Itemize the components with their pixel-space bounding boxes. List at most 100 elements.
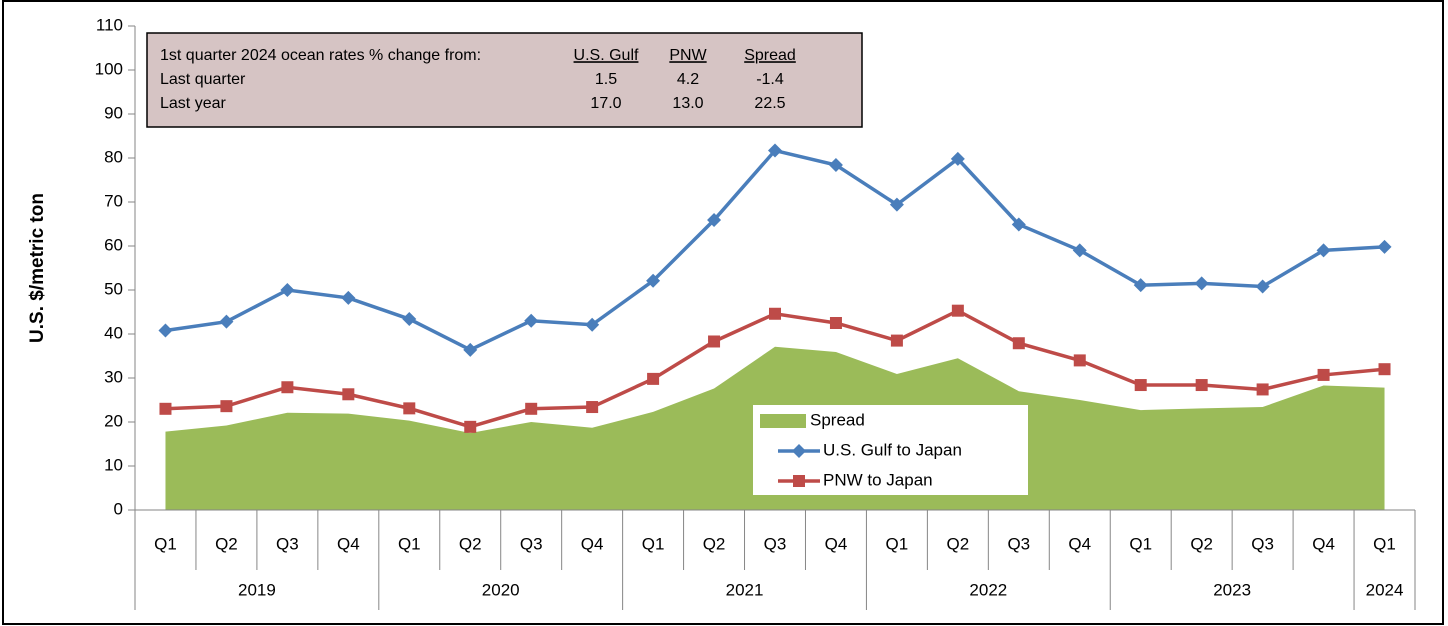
table-cell: 17.0 [590,95,621,112]
table-box [146,32,863,128]
x-tick-label: Q4 [337,534,360,553]
table-cell: 22.5 [754,95,785,112]
table-cell: -1.4 [756,71,784,88]
marker [647,372,660,385]
marker [280,283,295,297]
table-header: 1st quarter 2024 ocean rates % change fr… [160,47,481,64]
table-header: Spread [744,47,796,64]
y-tick-label: 70 [104,191,123,210]
x-tick-label: Q1 [1373,534,1396,553]
marker [1012,337,1025,350]
table-header: PNW [669,47,707,64]
marker [793,475,805,487]
marker [951,304,964,317]
marker [707,213,722,228]
y-tick-label: 50 [104,279,123,298]
marker [1316,243,1331,258]
marker [159,402,172,415]
marker [708,335,721,348]
table-cell: 4.2 [677,71,699,88]
table-cell: Last quarter [160,71,246,88]
marker [524,313,539,328]
y-tick-label: 40 [104,323,123,342]
marker [792,444,806,458]
x-tick-label: Q2 [947,534,970,553]
table-header: U.S. Gulf [574,47,639,64]
marker [1194,276,1209,291]
x-tick-label: Q2 [703,534,726,553]
legend-swatch [760,414,806,428]
x-tick-label: Q3 [1251,534,1274,553]
x-tick-label: Q1 [398,534,421,553]
marker [586,401,599,414]
inset-table: 1st quarter 2024 ocean rates % change fr… [146,32,863,128]
x-tick-label: Q1 [886,534,909,553]
marker [1011,217,1026,232]
marker [829,317,842,329]
x-tick-label: Q4 [1068,534,1091,553]
marker [1072,243,1087,258]
marker [828,158,843,173]
marker [1195,379,1208,392]
x-tick-label: Q3 [764,534,787,553]
x-tick-label: Q3 [520,534,543,553]
marker [1255,279,1270,294]
y-tick-label: 90 [104,103,123,122]
marker [890,334,903,347]
marker [1378,363,1391,376]
group-label: 2023 [1213,580,1251,599]
marker [1256,383,1269,396]
legend-label: Spread [810,410,865,429]
group-label: 2022 [969,580,1007,599]
table-cell: 1.5 [595,71,617,88]
x-tick-label: Q3 [276,534,299,553]
y-tick-label: 100 [95,59,123,78]
y-tick-label: 110 [96,15,123,34]
legend-label: U.S. Gulf to Japan [823,440,962,459]
marker [158,323,173,338]
x-tick-label: Q2 [459,534,482,553]
marker [281,381,294,394]
marker [525,402,538,415]
y-tick-label: 10 [104,455,123,474]
group-label: 2024 [1366,580,1404,599]
marker [1073,354,1086,367]
legend: Spread U.S. Gulf to Japan PNW to Japan [753,405,1028,495]
x-tick-label: Q3 [1007,534,1030,553]
marker [463,342,478,357]
x-tick-label: Q2 [1190,534,1213,553]
group-label: 2021 [726,580,764,599]
x-tick-label: Q4 [581,534,604,553]
marker [1133,278,1148,293]
marker [769,307,781,320]
table-cell: 13.0 [672,95,703,112]
marker [341,290,356,305]
marker [646,273,661,288]
marker [219,314,234,329]
marker [1377,239,1392,254]
x-tick-label: Q2 [215,534,238,553]
marker [1134,379,1147,392]
table-cell: Last year [160,95,226,112]
y-tick-label: 20 [104,411,123,430]
marker [342,388,355,401]
x-tick-label: Q1 [1129,534,1152,553]
y-tick-label: 0 [114,499,123,518]
marker [464,420,477,433]
x-tick-label: Q1 [154,534,177,553]
marker [402,312,417,327]
y-axis-label: U.S. $/metric ton [27,193,48,343]
x-tick-label: Q4 [825,534,848,553]
x-tick-label: Q4 [1312,534,1335,553]
marker [768,143,782,158]
y-tick-label: 30 [104,367,123,386]
y-tick-label: 80 [104,147,123,166]
group-label: 2020 [482,580,520,599]
group-label: 2019 [238,580,276,599]
y-tick-label: 60 [104,235,123,254]
legend-label: PNW to Japan [823,470,933,489]
marker [220,400,233,413]
marker [1317,368,1330,381]
marker [403,402,416,415]
